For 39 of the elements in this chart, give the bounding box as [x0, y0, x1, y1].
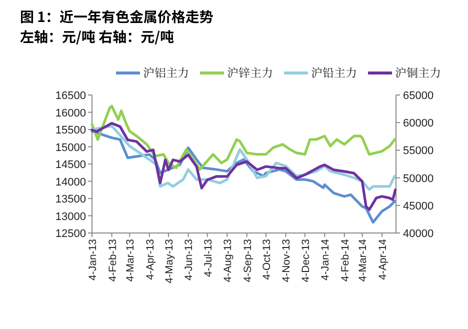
- y2-tick-label: 60000: [403, 118, 434, 130]
- y-tick-label: 12500: [55, 228, 86, 240]
- x-tick-label: 4-Jul-13: [202, 238, 214, 277]
- y-tick-label: 15000: [55, 142, 86, 154]
- x-tick-label: 4-Aug-13: [222, 238, 234, 282]
- x-tick-label: 4-Jun-13: [183, 238, 196, 280]
- legend-label: 沪铝主力: [143, 65, 189, 81]
- x-tick-label: 4-Sep-13: [242, 238, 254, 282]
- legend-label: 沪铜主力: [395, 65, 441, 81]
- y-tick-label: 14000: [55, 176, 86, 188]
- x-tick-label: 4-Mar-14: [357, 238, 370, 282]
- x-tick-label: 4-Mar-13: [124, 238, 137, 282]
- y2-tick-label: 55000: [403, 145, 434, 158]
- x-tick-label: 4-Oct-13: [260, 238, 273, 280]
- x-tick-label: 4-May-13: [163, 238, 176, 284]
- legend-label: 沪锌主力: [227, 65, 273, 81]
- y-tick-label: 13000: [55, 210, 86, 223]
- x-tick-label: 4-Jan-14: [320, 238, 332, 280]
- y2-tick-label: 40000: [403, 228, 434, 240]
- x-tick-label: 4-Jan-13: [87, 238, 99, 280]
- x-tick-label: 4-Apr-13: [144, 238, 156, 280]
- y-tick-label: 16500: [55, 90, 86, 102]
- x-tick-label: 4-Feb-14: [339, 238, 352, 282]
- line-series: [90, 122, 397, 212]
- chart-subtitle: 左轴：元/吨 右轴：元/吨: [20, 27, 174, 47]
- chart-title: 图 1：近一年有色金属价格走势: [20, 7, 214, 27]
- y2-tick-label: 50000: [403, 172, 434, 185]
- x-tick-label: 4-Dec-13: [300, 238, 312, 282]
- line-series: [90, 104, 396, 171]
- legend-label: 沪铅主力: [311, 65, 357, 81]
- y-tick-label: 16000: [55, 107, 86, 120]
- y-tick-label: 13500: [55, 194, 86, 206]
- x-tick-label: 4-Feb-13: [106, 238, 119, 282]
- x-tick-label: 4-Apr-14: [376, 238, 389, 280]
- x-tick-label: 4-Nov-13: [280, 238, 293, 282]
- y-tick-label: 14500: [55, 159, 86, 171]
- y-tick-label: 15500: [55, 124, 86, 136]
- y2-tick-label: 65000: [403, 90, 434, 102]
- y2-tick-label: 45000: [403, 200, 434, 212]
